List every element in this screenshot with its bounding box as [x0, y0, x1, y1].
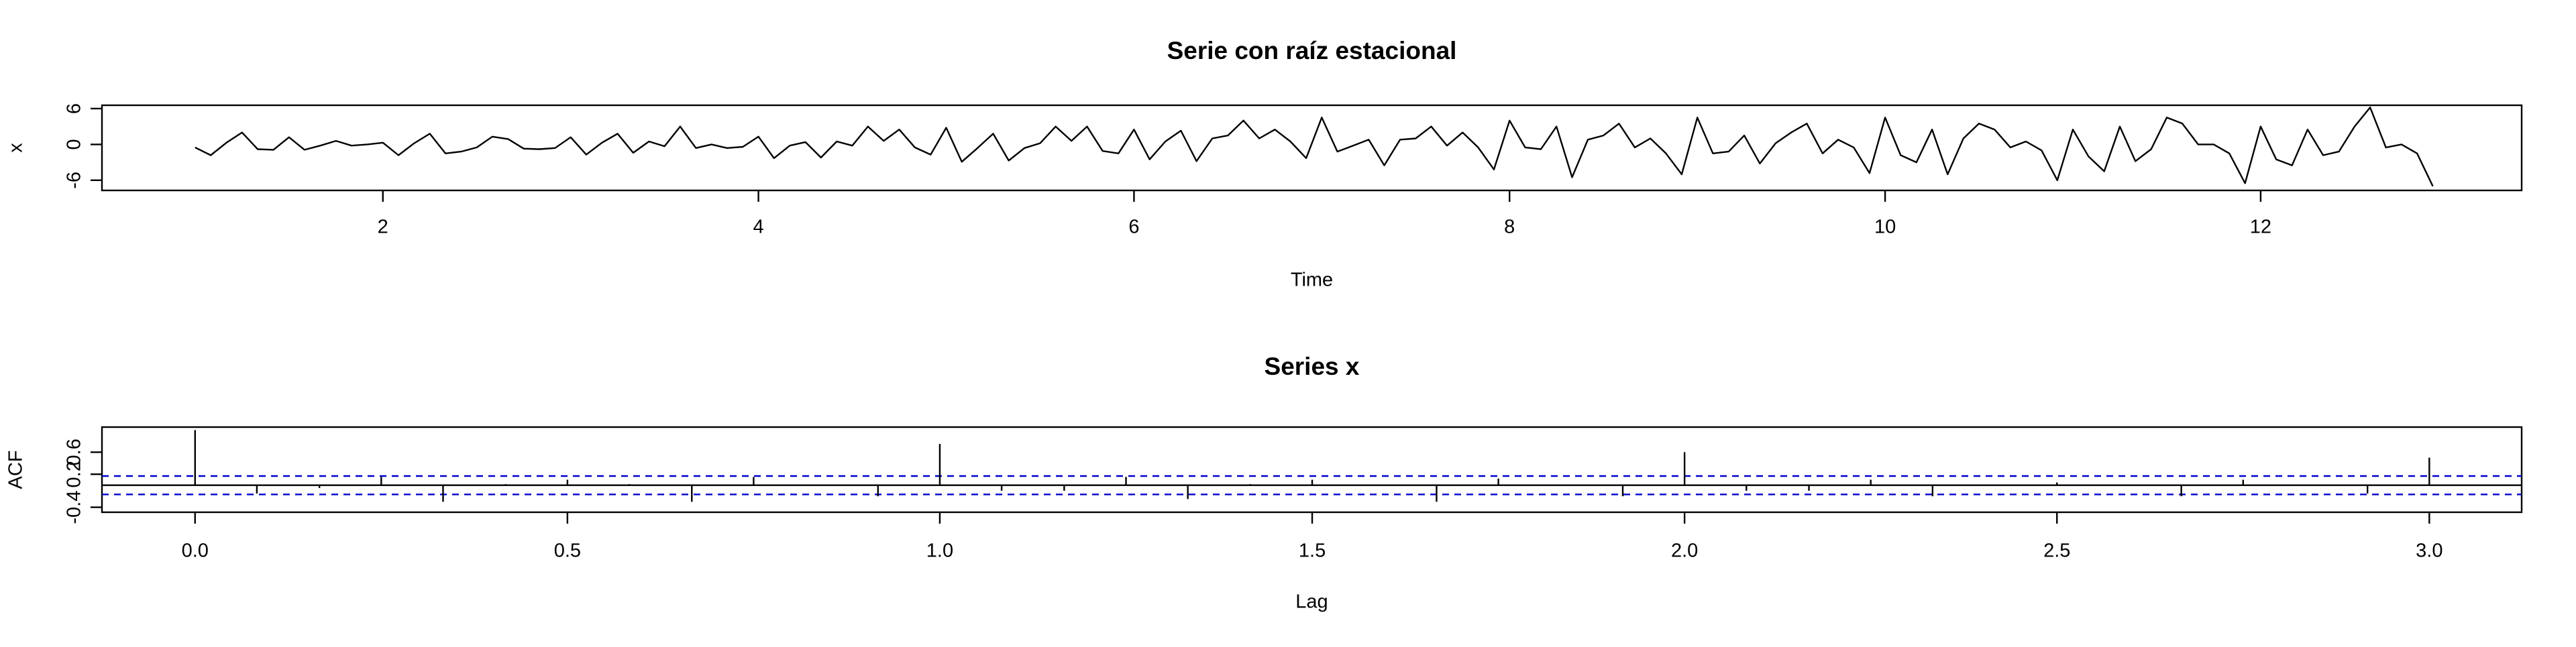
y-axis-label: ACF [5, 451, 27, 489]
series-line [195, 107, 2434, 187]
x-tick-label: 1.5 [1299, 540, 1326, 562]
y-tick-label: -0.4 [64, 491, 85, 524]
x-tick-label: 2 [378, 217, 388, 238]
x-tick-label: 12 [2250, 217, 2271, 238]
y-axis-label: x [5, 143, 27, 153]
x-axis-label: Lag [1295, 591, 1328, 613]
y-tick-label: 0.6 [64, 438, 85, 465]
y-tick-label: -6 [64, 172, 85, 189]
plot-frame [101, 426, 2523, 514]
x-tick-label: 1.0 [926, 540, 953, 562]
x-tick-label: 3.0 [2416, 540, 2443, 562]
plot-frame [101, 104, 2523, 192]
x-tick-label: 4 [753, 217, 764, 238]
x-tick-label: 0.0 [182, 540, 209, 562]
x-tick-label: 10 [1874, 217, 1896, 238]
y-tick-label: 6 [64, 103, 85, 114]
chart-title: Serie con raíz estacional [1167, 37, 1457, 64]
x-tick-label: 6 [1128, 217, 1139, 238]
x-tick-label: 2.0 [1671, 540, 1698, 562]
chart-title: Series x [1265, 353, 1360, 380]
x-tick-label: 2.5 [2043, 540, 2070, 562]
y-tick-label: 0 [64, 139, 85, 150]
x-axis-label: Time [1291, 270, 1333, 291]
x-tick-label: 0.5 [554, 540, 581, 562]
y-tick-label: 0.2 [64, 461, 85, 487]
x-tick-label: 8 [1504, 217, 1515, 238]
